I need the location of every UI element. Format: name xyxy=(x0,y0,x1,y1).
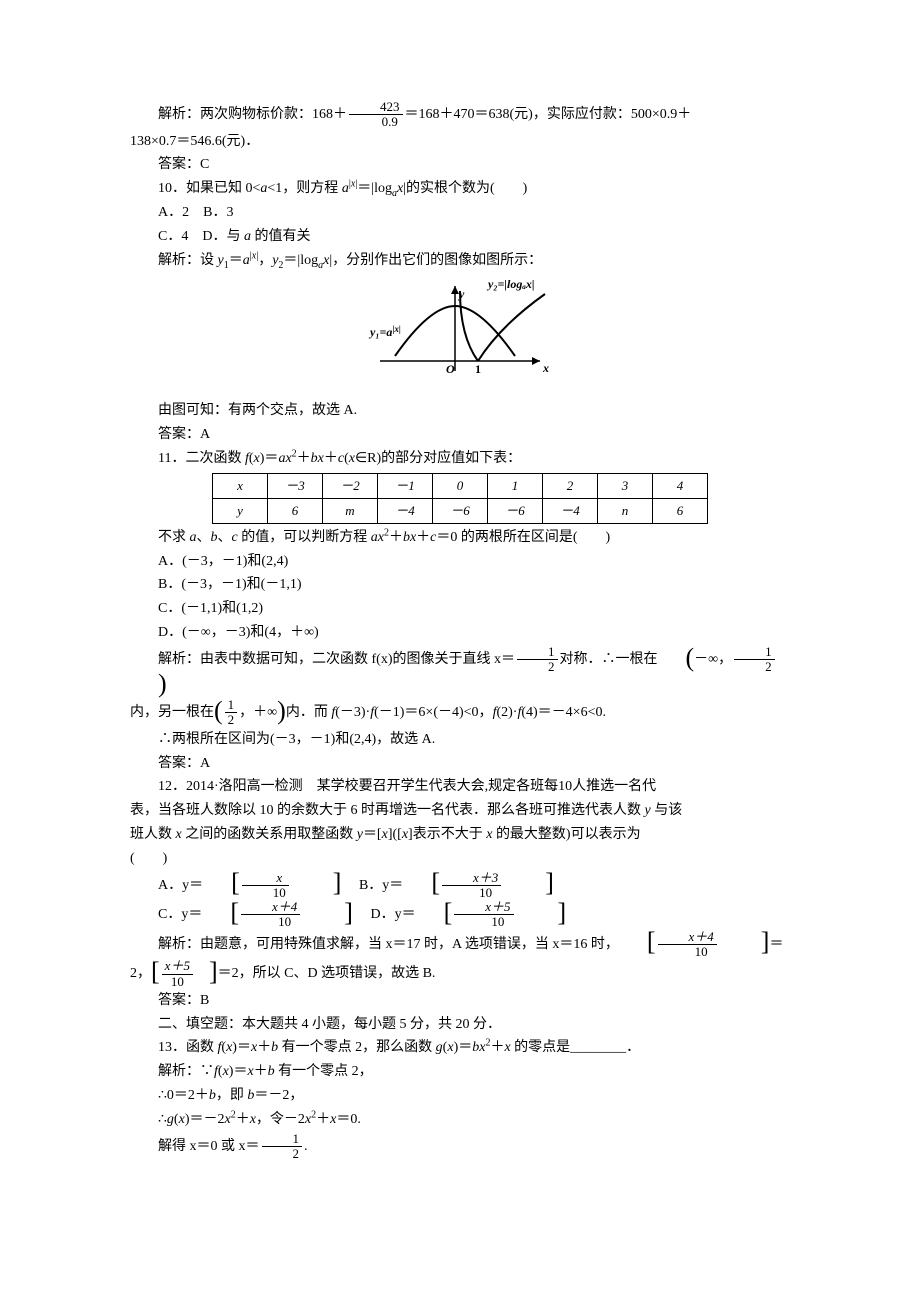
opt-d: D．与 a 的值有关 xyxy=(202,229,310,244)
opt-a: A．y＝[x10 ] xyxy=(158,878,341,893)
q9-analysis: 解析：两次购物标价款：168＋4230.9＝168＋470＝638(元)，实际应… xyxy=(130,100,790,130)
q10-analysis: 解析：设 y1＝a|x|，y2＝|logax|，分别作出它们的图像如图所示： xyxy=(130,249,790,273)
q11-analysis2: 内，另一根在(12，＋∞)内．而 f(－3)·f(－1)＝6×(－4)<0，f(… xyxy=(130,698,790,728)
q10-stem: 10．如果已知 0<a<1，则方程 a|x|＝|logax|的实根个数为( ) xyxy=(130,177,790,201)
q11-opt-a: A．(－3，－1)和(2,4) xyxy=(130,550,790,574)
opt-b: B．y＝[x＋310 ] xyxy=(359,878,554,893)
q13-a4: 解得 x＝0 或 x＝12. xyxy=(130,1132,790,1162)
table-row: y 6 m －4 －6 －6 －4 n 6 xyxy=(213,498,708,523)
q9-analysis-line2: 138×0.7＝546.6(元)． xyxy=(130,130,790,154)
opt-d: D．y＝[x＋510 ] xyxy=(370,907,566,922)
q13-a1: 解析：∵f(x)＝x＋b 有一个零点 2， xyxy=(130,1060,790,1084)
q11-analysis1: 解析：由表中数据可知，二次函数 f(x)的图像关于直线 x＝12对称．∴一根在(… xyxy=(130,645,790,698)
q12-analysis1: 解析：由题意，可用特殊值求解，当 x＝17 时，A 选项错误，当 x＝16 时，… xyxy=(130,930,790,960)
y1-label: y₁=a|x| xyxy=(368,324,401,339)
graph-svg: y x O 1 y₁=a|x| y₂=|logₐx| xyxy=(360,276,560,386)
opt-c: C．4 xyxy=(158,229,188,244)
fraction: 12 xyxy=(517,645,558,675)
q9-answer: 答案：C xyxy=(130,153,790,177)
q12-options-row1: A．y＝[x10 ] B．y＝[x＋310 ] xyxy=(130,871,790,901)
q13-stem: 13．函数 f(x)＝x＋b 有一个零点 2，那么函数 g(x)＝bx2＋x 的… xyxy=(130,1036,790,1060)
q12-stem3: 班人数 x 之间的函数关系用取整函数 y＝[x]([x]表示不大于 x 的最大整… xyxy=(130,823,790,847)
text: ＝168＋470＝638(元)，实际应付款：500×0.9＋ xyxy=(405,107,692,122)
table-row: x －3 －2 －1 0 1 2 3 4 xyxy=(213,473,708,498)
text: 解析：两次购物标价款：168＋ xyxy=(158,107,347,122)
q12-options-row2: C．y＝[x＋410 ] D．y＝[x＋510 ] xyxy=(130,900,790,930)
q11-answer: 答案：A xyxy=(130,752,790,776)
tick-1: 1 xyxy=(475,362,481,376)
opt-a: A．2 xyxy=(158,205,189,220)
q12-answer: 答案：B xyxy=(130,989,790,1013)
q12-stem1: 12．2014·洛阳高一检测 某学校要召开学生代表大会,规定各班每10人推选一名… xyxy=(130,775,790,799)
section2-title: 二、填空题：本大题共 4 小题，每小题 5 分，共 20 分． xyxy=(130,1013,790,1037)
q11-opt-d: D．(－∞，－3)和(4，＋∞) xyxy=(130,621,790,645)
y-axis-label: y xyxy=(457,287,465,301)
fraction: 4230.9 xyxy=(349,100,403,130)
q11-stem2: 不求 a、b、c 的值，可以判断方程 ax2＋bx＋c＝0 的两根所在区间是( … xyxy=(130,526,790,550)
q10-options2: C．4 D．与 a 的值有关 xyxy=(130,225,790,249)
q11-analysis3: ∴两根所在区间为(－3，－1)和(2,4)，故选 A. xyxy=(130,728,790,752)
q13-a2: ∴0＝2＋b，即 b＝－2， xyxy=(130,1084,790,1108)
q11-stem: 11．二次函数 f(x)＝ax2＋bx＋c(x∈R)的部分对应值如下表： xyxy=(130,447,790,471)
q10-options: A．2 B．3 xyxy=(130,201,790,225)
q11-opt-c: C．(－1,1)和(1,2) xyxy=(130,597,790,621)
q10-conclusion: 由图可知：有两个交点，故选 A. xyxy=(130,399,790,423)
y2-label: y₂=|logₐx| xyxy=(486,277,535,291)
q12-stem2: 表，当各班人数除以 10 的余数大于 6 时再增选一名代表．那么各班可推选代表人… xyxy=(130,799,790,823)
q11-opt-b: B．(－3，－1)和(－1,1) xyxy=(130,573,790,597)
opt-b: B．3 xyxy=(203,205,233,220)
q10-answer: 答案：A xyxy=(130,423,790,447)
q13-a3: ∴g(x)＝－2x2＋x，令－2x2＋x＝0. xyxy=(130,1108,790,1132)
q10-graph: y x O 1 y₁=a|x| y₂=|logₐx| xyxy=(130,276,790,395)
q11-table: x －3 －2 －1 0 1 2 3 4 y 6 m －4 －6 －6 －4 n… xyxy=(212,473,708,524)
origin-label: O xyxy=(446,362,455,376)
q12-analysis2: 2，[x＋510 ]＝2，所以 C、D 选项错误，故选 B. xyxy=(130,959,790,989)
x-axis-label: x xyxy=(542,361,549,375)
opt-c: C．y＝[x＋410 ] xyxy=(158,907,353,922)
q12-stem4: ( ) xyxy=(130,847,790,871)
